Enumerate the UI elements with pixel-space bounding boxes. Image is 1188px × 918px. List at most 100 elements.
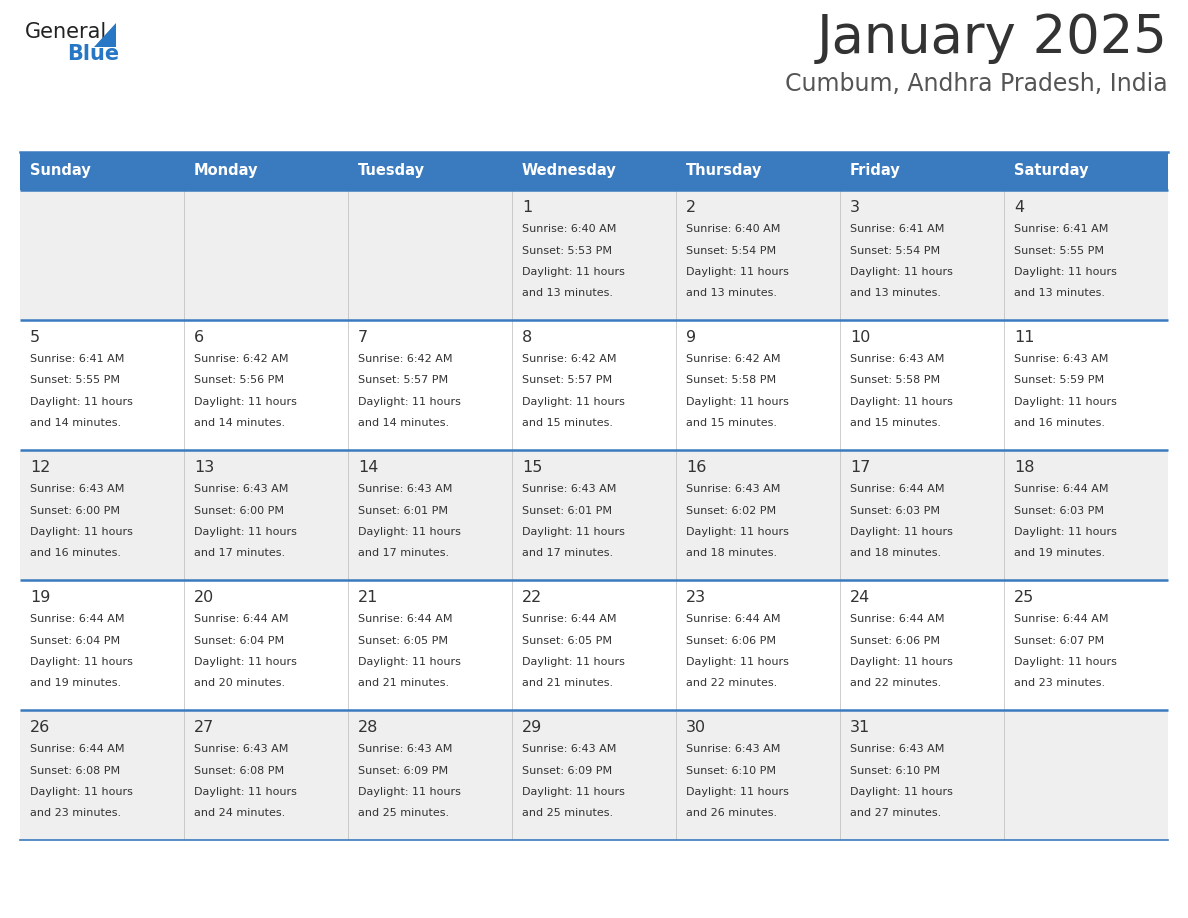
Text: 3: 3 bbox=[849, 200, 860, 215]
Text: Daylight: 11 hours: Daylight: 11 hours bbox=[522, 527, 625, 537]
Text: Daylight: 11 hours: Daylight: 11 hours bbox=[849, 527, 953, 537]
Text: Sunset: 6:08 PM: Sunset: 6:08 PM bbox=[194, 766, 284, 776]
Text: Sunset: 6:07 PM: Sunset: 6:07 PM bbox=[1015, 635, 1104, 645]
Text: Daylight: 11 hours: Daylight: 11 hours bbox=[849, 397, 953, 407]
Text: 6: 6 bbox=[194, 330, 204, 345]
Text: Sunset: 6:08 PM: Sunset: 6:08 PM bbox=[30, 766, 120, 776]
Bar bbox=[512, 450, 676, 580]
Text: and 23 minutes.: and 23 minutes. bbox=[1015, 678, 1105, 688]
Text: and 14 minutes.: and 14 minutes. bbox=[30, 419, 121, 429]
Bar bbox=[676, 320, 840, 450]
Text: Sunset: 6:05 PM: Sunset: 6:05 PM bbox=[358, 635, 448, 645]
Text: Sunrise: 6:43 AM: Sunrise: 6:43 AM bbox=[849, 744, 944, 754]
Text: Sunrise: 6:43 AM: Sunrise: 6:43 AM bbox=[849, 354, 944, 364]
Text: Sunrise: 6:43 AM: Sunrise: 6:43 AM bbox=[522, 744, 617, 754]
Text: Sunset: 6:10 PM: Sunset: 6:10 PM bbox=[849, 766, 940, 776]
Bar bbox=[20, 152, 184, 190]
Bar bbox=[676, 450, 840, 580]
Text: Sunset: 5:57 PM: Sunset: 5:57 PM bbox=[522, 375, 612, 386]
Text: and 15 minutes.: and 15 minutes. bbox=[522, 419, 613, 429]
Text: Daylight: 11 hours: Daylight: 11 hours bbox=[1015, 657, 1117, 667]
Bar bbox=[512, 190, 676, 320]
Text: Daylight: 11 hours: Daylight: 11 hours bbox=[30, 527, 133, 537]
Text: Daylight: 11 hours: Daylight: 11 hours bbox=[30, 787, 133, 797]
Text: Daylight: 11 hours: Daylight: 11 hours bbox=[30, 657, 133, 667]
Text: Sunrise: 6:42 AM: Sunrise: 6:42 AM bbox=[685, 354, 781, 364]
Text: Sunset: 6:06 PM: Sunset: 6:06 PM bbox=[849, 635, 940, 645]
Text: Sunrise: 6:44 AM: Sunrise: 6:44 AM bbox=[685, 614, 781, 624]
Text: Sunset: 5:54 PM: Sunset: 5:54 PM bbox=[685, 245, 776, 255]
Text: 15: 15 bbox=[522, 460, 543, 475]
Bar bbox=[840, 580, 1004, 710]
Text: Sunset: 5:56 PM: Sunset: 5:56 PM bbox=[194, 375, 284, 386]
Text: Thursday: Thursday bbox=[685, 163, 763, 178]
Text: General: General bbox=[25, 22, 107, 42]
Text: Daylight: 11 hours: Daylight: 11 hours bbox=[849, 787, 953, 797]
Text: 26: 26 bbox=[30, 720, 50, 735]
Text: and 16 minutes.: and 16 minutes. bbox=[30, 548, 121, 558]
Text: Sunrise: 6:43 AM: Sunrise: 6:43 AM bbox=[522, 484, 617, 494]
Text: Daylight: 11 hours: Daylight: 11 hours bbox=[194, 787, 297, 797]
Text: Sunrise: 6:44 AM: Sunrise: 6:44 AM bbox=[1015, 484, 1108, 494]
Bar bbox=[348, 580, 512, 710]
Text: and 18 minutes.: and 18 minutes. bbox=[849, 548, 941, 558]
Bar bbox=[20, 450, 184, 580]
Bar bbox=[1004, 320, 1168, 450]
Bar bbox=[184, 710, 348, 840]
Text: and 24 minutes.: and 24 minutes. bbox=[194, 809, 285, 819]
Bar bbox=[20, 320, 184, 450]
Text: Sunset: 6:01 PM: Sunset: 6:01 PM bbox=[522, 506, 612, 516]
Text: 20: 20 bbox=[194, 590, 214, 605]
Text: 1: 1 bbox=[522, 200, 532, 215]
Bar bbox=[348, 710, 512, 840]
Text: Sunrise: 6:43 AM: Sunrise: 6:43 AM bbox=[685, 484, 781, 494]
Text: and 13 minutes.: and 13 minutes. bbox=[849, 288, 941, 298]
Text: Sunrise: 6:41 AM: Sunrise: 6:41 AM bbox=[849, 224, 944, 234]
Bar bbox=[184, 580, 348, 710]
Text: and 22 minutes.: and 22 minutes. bbox=[849, 678, 941, 688]
Text: Sunset: 6:00 PM: Sunset: 6:00 PM bbox=[194, 506, 284, 516]
Bar bbox=[840, 710, 1004, 840]
Text: Daylight: 11 hours: Daylight: 11 hours bbox=[522, 267, 625, 277]
Text: Sunset: 5:54 PM: Sunset: 5:54 PM bbox=[849, 245, 940, 255]
Text: and 25 minutes.: and 25 minutes. bbox=[358, 809, 449, 819]
Bar bbox=[184, 152, 348, 190]
Text: and 17 minutes.: and 17 minutes. bbox=[358, 548, 449, 558]
Text: Tuesday: Tuesday bbox=[358, 163, 425, 178]
Text: 29: 29 bbox=[522, 720, 542, 735]
Text: Daylight: 11 hours: Daylight: 11 hours bbox=[685, 787, 789, 797]
Bar bbox=[20, 580, 184, 710]
Text: Sunrise: 6:43 AM: Sunrise: 6:43 AM bbox=[358, 484, 453, 494]
Text: Sunrise: 6:43 AM: Sunrise: 6:43 AM bbox=[685, 744, 781, 754]
Bar bbox=[512, 320, 676, 450]
Text: Sunrise: 6:43 AM: Sunrise: 6:43 AM bbox=[30, 484, 125, 494]
Bar bbox=[676, 152, 840, 190]
Bar bbox=[1004, 190, 1168, 320]
Text: 5: 5 bbox=[30, 330, 40, 345]
Text: Daylight: 11 hours: Daylight: 11 hours bbox=[685, 527, 789, 537]
Text: Sunrise: 6:44 AM: Sunrise: 6:44 AM bbox=[849, 614, 944, 624]
Text: Daylight: 11 hours: Daylight: 11 hours bbox=[522, 397, 625, 407]
Bar bbox=[676, 190, 840, 320]
Text: Daylight: 11 hours: Daylight: 11 hours bbox=[358, 397, 461, 407]
Text: and 22 minutes.: and 22 minutes. bbox=[685, 678, 777, 688]
Text: 14: 14 bbox=[358, 460, 378, 475]
Text: Sunset: 6:00 PM: Sunset: 6:00 PM bbox=[30, 506, 120, 516]
Text: Sunrise: 6:42 AM: Sunrise: 6:42 AM bbox=[358, 354, 453, 364]
Text: 31: 31 bbox=[849, 720, 871, 735]
Text: 10: 10 bbox=[849, 330, 871, 345]
Text: and 21 minutes.: and 21 minutes. bbox=[522, 678, 613, 688]
Text: Daylight: 11 hours: Daylight: 11 hours bbox=[849, 657, 953, 667]
Text: Friday: Friday bbox=[849, 163, 901, 178]
Text: Cumbum, Andhra Pradesh, India: Cumbum, Andhra Pradesh, India bbox=[785, 72, 1168, 96]
Text: 25: 25 bbox=[1015, 590, 1035, 605]
Text: 2: 2 bbox=[685, 200, 696, 215]
Text: 21: 21 bbox=[358, 590, 378, 605]
Text: 22: 22 bbox=[522, 590, 542, 605]
Text: 4: 4 bbox=[1015, 200, 1024, 215]
Text: Sunset: 5:59 PM: Sunset: 5:59 PM bbox=[1015, 375, 1104, 386]
Text: Daylight: 11 hours: Daylight: 11 hours bbox=[849, 267, 953, 277]
Text: Sunrise: 6:40 AM: Sunrise: 6:40 AM bbox=[685, 224, 781, 234]
Text: Sunrise: 6:44 AM: Sunrise: 6:44 AM bbox=[194, 614, 289, 624]
Bar bbox=[348, 320, 512, 450]
